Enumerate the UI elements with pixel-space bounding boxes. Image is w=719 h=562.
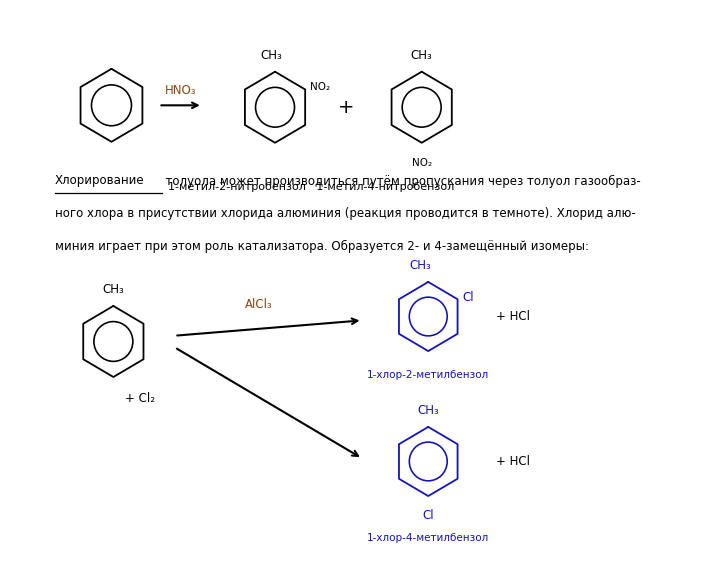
Text: +: +	[338, 98, 354, 117]
Text: миния играет при этом роль катализатора. Образуется 2- и 4-замещённый изомеры:: миния играет при этом роль катализатора.…	[55, 240, 589, 253]
Text: Хлорирование: Хлорирование	[55, 174, 145, 188]
Text: Cl: Cl	[423, 510, 434, 523]
Text: CH₃: CH₃	[410, 259, 431, 273]
Text: CH₃: CH₃	[418, 404, 439, 418]
Text: NO₂: NO₂	[411, 158, 431, 168]
Text: CH₃: CH₃	[260, 49, 282, 62]
Text: + HCl: + HCl	[496, 310, 530, 323]
Text: 1-хлор-4-метилбензол: 1-хлор-4-метилбензол	[367, 533, 490, 542]
Text: 1-метил-2-нитробензол   1-метил-4-нитробензол: 1-метил-2-нитробензол 1-метил-4-нитробен…	[168, 182, 454, 192]
Text: CH₃: CH₃	[411, 49, 433, 62]
Text: CH₃: CH₃	[103, 283, 124, 296]
Text: NO₂: NO₂	[310, 82, 330, 92]
Text: 1-хлор-2-метилбензол: 1-хлор-2-метилбензол	[367, 370, 490, 380]
Text: + HCl: + HCl	[496, 455, 530, 468]
Text: HNO₃: HNO₃	[165, 84, 197, 97]
Text: толуола может производиться путём пропускания через толуол газообраз-: толуола может производиться путём пропус…	[158, 174, 641, 188]
Text: AlCl₃: AlCl₃	[245, 298, 273, 311]
Text: ного хлора в присутствии хлорида алюминия (реакция проводится в темноте). Хлорид: ного хлора в присутствии хлорида алюмини…	[55, 207, 636, 220]
Text: + Cl₂: + Cl₂	[124, 392, 155, 405]
Text: Cl: Cl	[462, 291, 474, 304]
